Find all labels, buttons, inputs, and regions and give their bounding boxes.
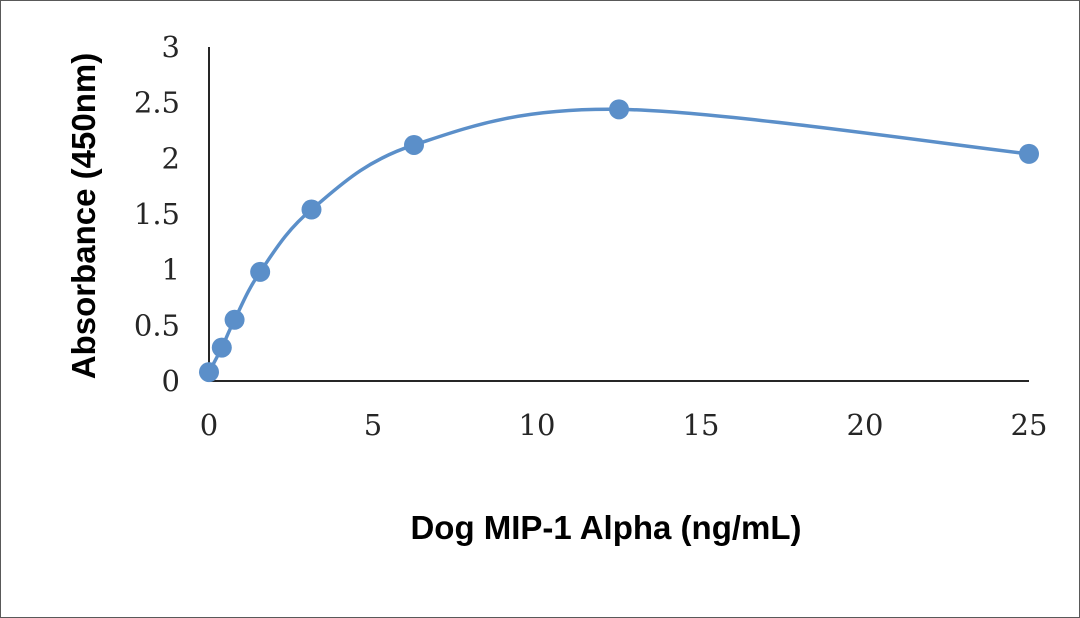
x-tick-label: 20 [847, 408, 884, 442]
x-tick-label: 10 [519, 408, 556, 442]
data-point [609, 99, 629, 120]
y-tick-label: 0 [162, 364, 180, 398]
data-point [250, 261, 271, 282]
y-tick-label: 2 [162, 141, 180, 175]
x-tick-label: 15 [683, 408, 720, 442]
y-tick-label: 1.5 [134, 197, 180, 231]
x-tick-label: 25 [1011, 408, 1048, 442]
x-tick-label: 5 [364, 408, 382, 442]
data-point [1019, 143, 1039, 164]
data-point [224, 309, 245, 330]
series-curve [207, 107, 1030, 373]
data-point [301, 199, 322, 220]
y-tick-label: 2.5 [134, 86, 180, 120]
axes [208, 47, 1029, 382]
data-point [404, 134, 424, 155]
data-point [199, 362, 219, 383]
y-axis-title: Absorbance (450nm) [65, 53, 102, 379]
y-tick-labels: 0 0.5 1 1.5 2 2.5 3 [134, 30, 180, 398]
y-tick-label: 0.5 [134, 308, 180, 342]
data-point [211, 337, 232, 358]
y-tick-label: 1 [162, 253, 180, 287]
y-tick-label: 3 [162, 30, 180, 64]
x-tick-labels: 0 5 10 15 20 25 [200, 408, 1048, 442]
x-tick-label: 0 [200, 408, 218, 442]
x-axis-title: Dog MIP-1 Alpha (ng/mL) [410, 509, 801, 546]
data-points [199, 99, 1039, 383]
